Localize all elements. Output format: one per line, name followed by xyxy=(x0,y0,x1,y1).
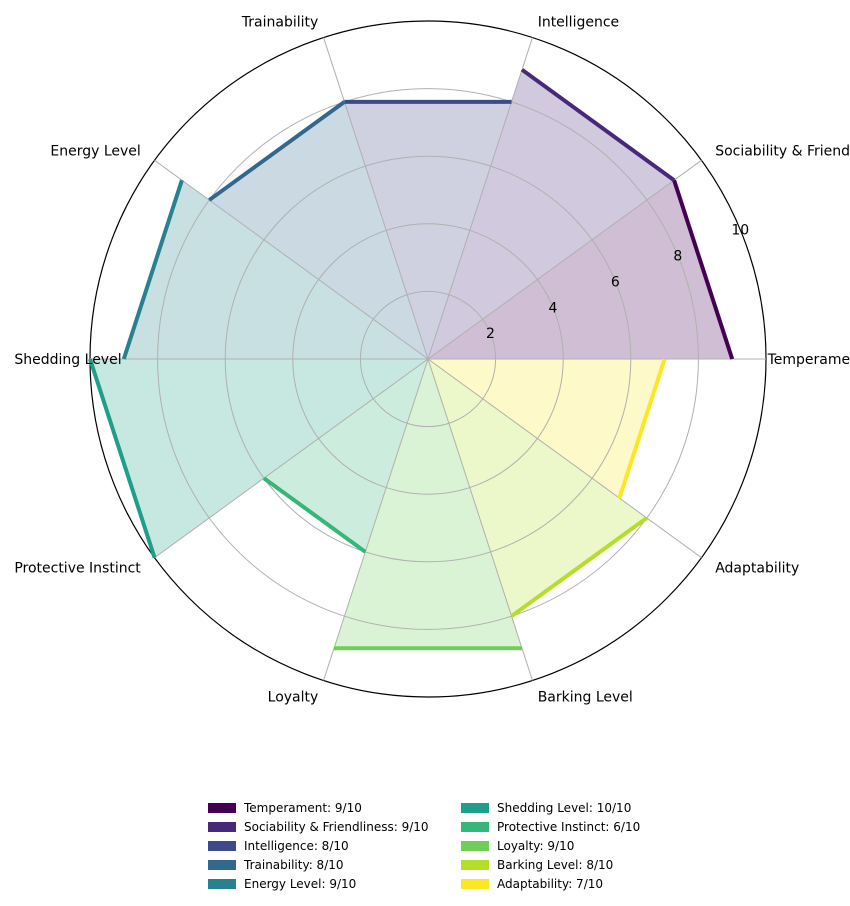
radar-value-outlines xyxy=(88,68,735,651)
axis-label-intelligence: Intelligence xyxy=(538,14,619,30)
legend-label-adaptability: Adaptability: 7/10 xyxy=(497,877,603,891)
legend-label-temperament: Temperament: 9/10 xyxy=(243,801,362,815)
legend-label-trainability: Trainability: 8/10 xyxy=(243,858,344,872)
axis-label-barking-level: Barking Level xyxy=(538,690,633,706)
spoke-adaptability xyxy=(427,358,702,559)
legend-swatch-energy-level xyxy=(208,879,236,889)
outline-trainability xyxy=(208,100,346,202)
spoke-sociability-and-friendliness xyxy=(427,159,702,360)
sector-barking-level xyxy=(428,359,647,617)
legend-swatch-shedding-level xyxy=(461,803,489,813)
legend-swatch-loyalty xyxy=(461,841,489,851)
sector-adaptability xyxy=(428,359,665,499)
legend-swatch-trainability xyxy=(208,860,236,870)
outline-temperament xyxy=(672,179,735,360)
axis-label-loyalty: Loyalty xyxy=(268,690,319,706)
sector-loyalty xyxy=(333,359,523,649)
outline-barking-level xyxy=(510,516,648,618)
chart-legend: Temperament: 9/10 Sociability & Friendlin… xyxy=(208,801,640,891)
outline-energy-level xyxy=(121,179,184,360)
axis-label-energy-level: Energy Level xyxy=(50,143,140,159)
legend-label-intelligence: Intelligence: 8/10 xyxy=(244,839,349,853)
spoke-barking-level xyxy=(427,358,533,681)
axis-label-adaptability: Adaptability xyxy=(715,561,799,577)
outline-sociability-and-friendliness xyxy=(520,68,676,182)
sector-trainability xyxy=(209,101,428,359)
legend-label-protective-instinct: Protective Instinct: 6/10 xyxy=(497,820,640,834)
legend-label-shedding-level: Shedding Level: 10/10 xyxy=(497,801,631,815)
sector-shedding-level xyxy=(90,359,428,558)
axis-label-trainability: Trainability xyxy=(241,14,319,30)
sector-sociability-and-friendliness xyxy=(428,69,675,360)
legend-label-sociability-and-friendliness: Sociability & Friendliness: 9/10 xyxy=(244,820,429,834)
radial-tick-labels: 2 4 6 8 10 xyxy=(486,223,749,342)
legend-swatch-protective-instinct xyxy=(461,822,489,832)
spoke-loyalty xyxy=(323,358,429,681)
axis-label-protective-instinct: Protective Instinct xyxy=(14,561,141,577)
sector-temperament xyxy=(428,180,733,359)
r-tick-label-2: 2 xyxy=(486,326,495,342)
outline-adaptability xyxy=(617,358,667,499)
radar-grid xyxy=(89,20,767,698)
outline-shedding-level xyxy=(88,358,157,559)
axis-label-temperament: Temperament xyxy=(767,352,850,368)
sector-intelligence xyxy=(344,101,512,359)
r-tick-label-10: 10 xyxy=(731,223,749,239)
legend-swatch-temperament xyxy=(208,803,236,813)
spoke-energy-level xyxy=(154,159,429,360)
axis-label-shedding-level: Shedding Level xyxy=(14,352,121,368)
legend-label-loyalty: Loyalty: 9/10 xyxy=(497,839,574,853)
spoke-intelligence xyxy=(427,37,533,360)
legend-swatch-intelligence xyxy=(208,841,236,851)
r-tick-label-6: 6 xyxy=(611,274,620,290)
r-tick-label-4: 4 xyxy=(548,300,557,316)
category-axis-labels: Temperament Sociability & Friendliness Int… xyxy=(14,14,850,705)
legend-swatch-barking-level xyxy=(461,860,489,870)
outline-protective-instinct xyxy=(262,476,367,554)
sector-protective-instinct xyxy=(263,359,428,552)
legend-label-energy-level: Energy Level: 9/10 xyxy=(244,877,356,891)
spoke-protective-instinct xyxy=(154,358,429,559)
legend-swatch-sociability-and-friendliness xyxy=(208,822,236,832)
sector-energy-level xyxy=(123,180,429,359)
legend-swatch-adaptability xyxy=(461,879,489,889)
r-tick-label-8: 8 xyxy=(673,249,682,265)
spoke-trainability xyxy=(323,37,429,360)
legend-label-barking-level: Barking Level: 8/10 xyxy=(497,858,613,872)
radar-sectors xyxy=(90,69,733,649)
axis-label-sociability-and-friendliness: Sociability & Friendliness xyxy=(715,143,850,159)
